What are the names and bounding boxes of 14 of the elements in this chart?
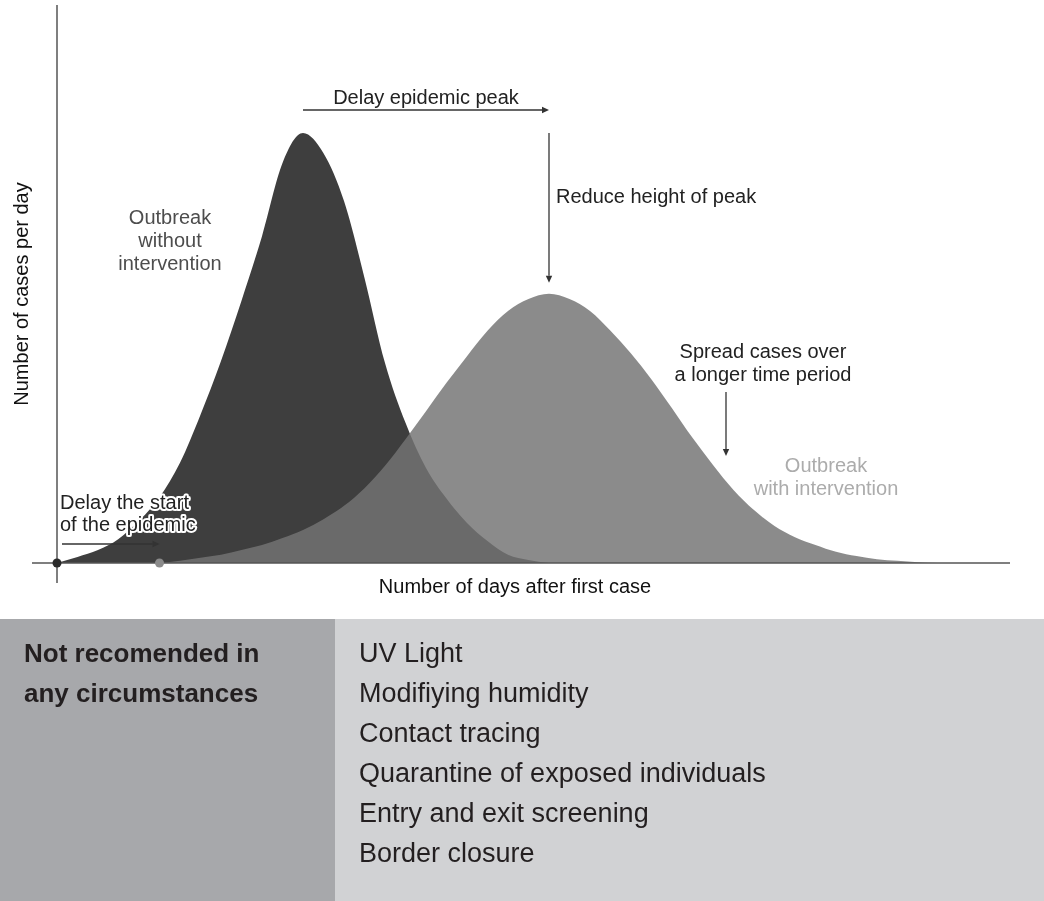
text: Contact tracing [359, 718, 541, 748]
series-label: Outbreak with intervention [752, 454, 899, 499]
text: Entry and exit screening [359, 798, 649, 828]
text: Modifiying humidity [359, 678, 590, 708]
x-axis-title: Number of days after first case [378, 575, 652, 597]
annotation: Spread cases over a longer time period [674, 340, 852, 385]
y-axis-title: Number of cases per day [10, 182, 32, 406]
annotation: Reduce height of peak [556, 184, 758, 207]
text: Delay epidemic peak [333, 86, 520, 108]
text: UV Light [359, 638, 464, 668]
text: Border closure [359, 838, 535, 868]
text: Quarantine of exposed individuals [359, 758, 766, 788]
text: Not recomended in any circumstances [24, 638, 260, 708]
series-label: Outbreak without intervention [118, 206, 222, 274]
